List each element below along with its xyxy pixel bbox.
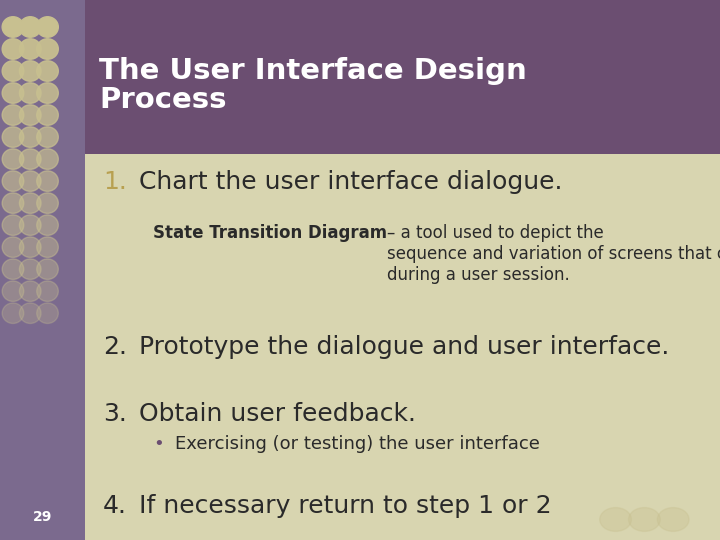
Ellipse shape xyxy=(2,171,24,191)
Ellipse shape xyxy=(37,127,58,147)
Ellipse shape xyxy=(37,105,58,125)
Text: The User Interface Design: The User Interface Design xyxy=(99,57,527,85)
Ellipse shape xyxy=(2,39,24,59)
Ellipse shape xyxy=(37,171,58,191)
Ellipse shape xyxy=(2,303,24,323)
FancyBboxPatch shape xyxy=(0,0,85,540)
Ellipse shape xyxy=(37,39,58,59)
Ellipse shape xyxy=(19,105,41,125)
Ellipse shape xyxy=(37,17,58,37)
Ellipse shape xyxy=(2,237,24,258)
Text: Prototype the dialogue and user interface.: Prototype the dialogue and user interfac… xyxy=(139,335,670,359)
Ellipse shape xyxy=(19,127,41,147)
Text: Obtain user feedback.: Obtain user feedback. xyxy=(139,402,416,426)
Text: •: • xyxy=(153,435,164,453)
Ellipse shape xyxy=(37,149,58,170)
Text: – a tool used to depict the
sequence and variation of screens that can occur
dur: – a tool used to depict the sequence and… xyxy=(387,224,720,284)
Text: Chart the user interface dialogue.: Chart the user interface dialogue. xyxy=(139,170,562,194)
Text: Process: Process xyxy=(99,86,227,114)
Ellipse shape xyxy=(37,259,58,279)
Circle shape xyxy=(629,508,660,531)
Ellipse shape xyxy=(37,215,58,235)
Ellipse shape xyxy=(37,193,58,213)
Text: 3.: 3. xyxy=(103,402,127,426)
FancyBboxPatch shape xyxy=(85,0,720,154)
Ellipse shape xyxy=(19,61,41,82)
Text: State Transition Diagram: State Transition Diagram xyxy=(153,224,387,242)
Ellipse shape xyxy=(2,105,24,125)
Ellipse shape xyxy=(19,17,41,37)
Ellipse shape xyxy=(37,237,58,258)
Ellipse shape xyxy=(2,149,24,170)
Ellipse shape xyxy=(2,127,24,147)
Ellipse shape xyxy=(2,215,24,235)
Ellipse shape xyxy=(2,193,24,213)
Ellipse shape xyxy=(19,171,41,191)
Ellipse shape xyxy=(37,61,58,82)
Ellipse shape xyxy=(2,83,24,103)
Ellipse shape xyxy=(2,17,24,37)
Circle shape xyxy=(600,508,631,531)
Text: 29: 29 xyxy=(33,510,52,524)
Text: 2.: 2. xyxy=(103,335,127,359)
Ellipse shape xyxy=(37,303,58,323)
Ellipse shape xyxy=(2,259,24,279)
Ellipse shape xyxy=(19,237,41,258)
Text: If necessary return to step 1 or 2: If necessary return to step 1 or 2 xyxy=(139,494,552,518)
Ellipse shape xyxy=(19,149,41,170)
Ellipse shape xyxy=(2,61,24,82)
Ellipse shape xyxy=(19,39,41,59)
Ellipse shape xyxy=(37,83,58,103)
Ellipse shape xyxy=(19,193,41,213)
Text: 4.: 4. xyxy=(103,494,127,518)
Ellipse shape xyxy=(19,83,41,103)
Ellipse shape xyxy=(19,281,41,301)
Ellipse shape xyxy=(19,215,41,235)
Ellipse shape xyxy=(19,303,41,323)
Text: 1.: 1. xyxy=(103,170,127,194)
Text: Exercising (or testing) the user interface: Exercising (or testing) the user interfa… xyxy=(175,435,540,453)
FancyBboxPatch shape xyxy=(85,154,720,540)
Ellipse shape xyxy=(19,259,41,279)
Circle shape xyxy=(657,508,689,531)
Ellipse shape xyxy=(37,281,58,301)
Ellipse shape xyxy=(2,281,24,301)
